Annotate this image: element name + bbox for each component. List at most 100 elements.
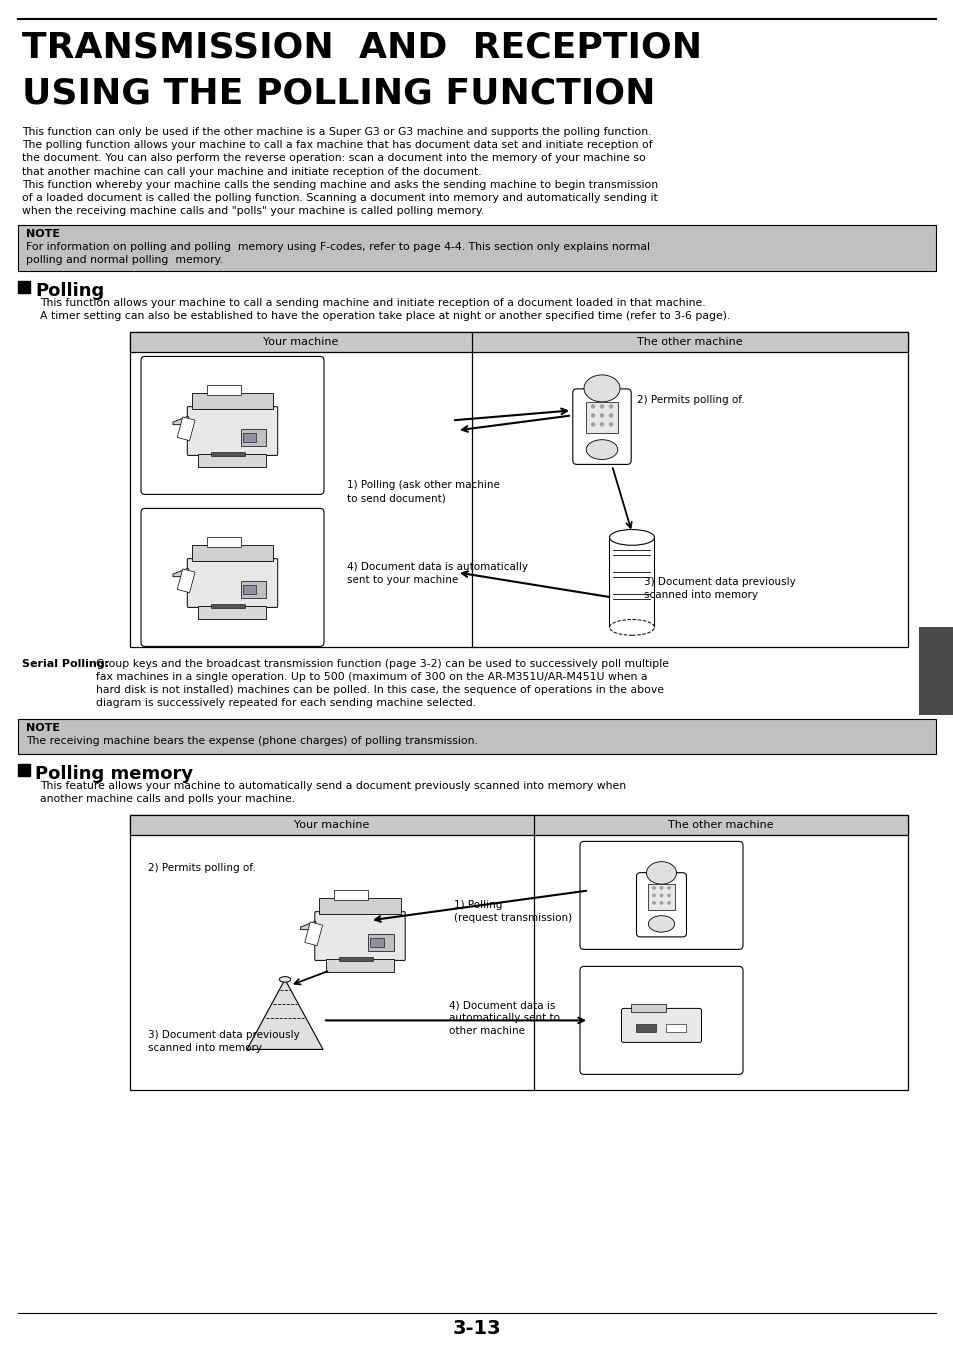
Text: sent to your machine: sent to your machine <box>347 576 457 585</box>
Text: The other machine: The other machine <box>667 820 773 831</box>
Text: that another machine can call your machine and initiate reception of the documen: that another machine can call your machi… <box>22 166 481 177</box>
Text: This function whereby your machine calls the sending machine and asks the sendin: This function whereby your machine calls… <box>22 180 658 189</box>
Bar <box>130 816 907 835</box>
Text: the document. You can also perform the reverse operation: scan a document into t: the document. You can also perform the r… <box>22 154 645 163</box>
Bar <box>18 765 30 777</box>
Text: 4) Document data is automatically: 4) Document data is automatically <box>347 562 527 573</box>
Text: Your machine: Your machine <box>294 820 370 831</box>
Bar <box>18 281 30 293</box>
Text: scanned into memory: scanned into memory <box>643 590 758 600</box>
Text: 3: 3 <box>923 654 947 688</box>
Text: For information on polling and polling  memory using F-codes, refer to page 4-4.: For information on polling and polling m… <box>26 242 649 253</box>
Ellipse shape <box>586 439 618 459</box>
Text: to send document): to send document) <box>347 493 445 504</box>
Bar <box>585 401 618 434</box>
Text: 4) Document data is: 4) Document data is <box>449 1000 555 1011</box>
Bar <box>319 898 400 913</box>
Bar <box>18 719 935 754</box>
Bar <box>18 226 935 272</box>
Text: 2) Permits polling of.: 2) Permits polling of. <box>637 396 744 405</box>
Text: diagram is successively repeated for each sending machine selected.: diagram is successively repeated for eac… <box>96 698 476 708</box>
Text: 3) Document data previously: 3) Document data previously <box>148 1031 299 1040</box>
Ellipse shape <box>648 916 674 932</box>
Bar <box>192 546 273 561</box>
Bar <box>130 332 907 647</box>
Circle shape <box>599 404 603 408</box>
Text: of a loaded document is called the polling function. Scanning a document into me: of a loaded document is called the polli… <box>22 193 657 203</box>
Text: other machine: other machine <box>449 1027 524 1036</box>
Text: Polling memory: Polling memory <box>35 766 193 784</box>
Text: 1) Polling: 1) Polling <box>454 900 502 911</box>
Text: This feature allows your machine to automatically send a document previously sca: This feature allows your machine to auto… <box>40 781 625 792</box>
Circle shape <box>659 893 662 897</box>
Text: another machine calls and polls your machine.: another machine calls and polls your mac… <box>40 794 294 804</box>
Text: Serial Polling:: Serial Polling: <box>22 659 109 669</box>
Text: This function can only be used if the other machine is a Super G3 or G3 machine : This function can only be used if the ot… <box>22 127 651 136</box>
Ellipse shape <box>646 862 676 884</box>
Circle shape <box>599 413 603 417</box>
Bar <box>177 569 194 593</box>
Ellipse shape <box>279 977 291 982</box>
Text: The polling function allows your machine to call a fax machine that has document: The polling function allows your machine… <box>22 141 652 150</box>
Bar <box>177 417 194 440</box>
Bar <box>207 536 241 547</box>
Text: A timer setting can also be established to have the operation take place at nigh: A timer setting can also be established … <box>40 311 730 322</box>
FancyBboxPatch shape <box>141 508 324 646</box>
Polygon shape <box>247 979 323 1050</box>
Bar <box>370 938 383 947</box>
Text: 1) Polling (ask other machine: 1) Polling (ask other machine <box>347 481 499 490</box>
Text: polling and normal polling  memory.: polling and normal polling memory. <box>26 255 223 265</box>
Bar <box>241 581 266 598</box>
Text: This function allows your machine to call a sending machine and initiate recepti: This function allows your machine to cal… <box>40 299 705 308</box>
Text: TRANSMISSION  AND  RECEPTION: TRANSMISSION AND RECEPTION <box>22 31 701 65</box>
Bar <box>647 884 675 911</box>
Bar <box>198 605 266 619</box>
Circle shape <box>652 886 655 890</box>
FancyBboxPatch shape <box>572 389 631 465</box>
Bar <box>207 385 241 394</box>
Text: 2) Permits polling of.: 2) Permits polling of. <box>148 863 255 873</box>
Bar <box>326 959 394 973</box>
Text: (request transmission): (request transmission) <box>454 913 572 923</box>
FancyBboxPatch shape <box>579 966 742 1074</box>
Polygon shape <box>300 921 315 929</box>
Bar <box>211 451 245 457</box>
Text: scanned into memory: scanned into memory <box>148 1043 262 1054</box>
Ellipse shape <box>609 530 654 546</box>
Ellipse shape <box>583 374 619 401</box>
Circle shape <box>608 404 613 408</box>
Text: 3-13: 3-13 <box>453 1319 500 1337</box>
FancyBboxPatch shape <box>141 357 324 494</box>
Bar <box>241 428 266 446</box>
Text: NOTE: NOTE <box>26 723 60 734</box>
Bar <box>130 332 907 353</box>
Circle shape <box>666 886 670 890</box>
Bar <box>242 434 256 442</box>
Bar <box>130 816 907 1090</box>
Circle shape <box>608 422 613 427</box>
Text: USING THE POLLING FUNCTION: USING THE POLLING FUNCTION <box>22 77 655 111</box>
Bar <box>192 393 273 408</box>
Text: The receiving machine bears the expense (phone charges) of polling transmission.: The receiving machine bears the expense … <box>26 736 477 746</box>
FancyBboxPatch shape <box>620 1008 700 1043</box>
FancyBboxPatch shape <box>579 842 742 950</box>
Bar <box>666 1024 686 1032</box>
Text: The other machine: The other machine <box>637 338 742 347</box>
Circle shape <box>590 404 595 408</box>
Circle shape <box>659 886 662 890</box>
FancyBboxPatch shape <box>636 873 686 936</box>
FancyBboxPatch shape <box>187 559 277 608</box>
Text: NOTE: NOTE <box>26 230 60 239</box>
Text: fax machines in a single operation. Up to 500 (maximum of 300 on the AR-M351U/AR: fax machines in a single operation. Up t… <box>96 673 647 682</box>
Text: Group keys and the broadcast transmission function (page 3-2) can be used to suc: Group keys and the broadcast transmissio… <box>96 659 668 669</box>
Bar <box>918 627 953 715</box>
Text: when the receiving machine calls and "polls" your machine is called polling memo: when the receiving machine calls and "po… <box>22 207 484 216</box>
Bar <box>198 454 266 467</box>
Text: hard disk is not installed) machines can be polled. In this case, the sequence o: hard disk is not installed) machines can… <box>96 685 663 696</box>
FancyBboxPatch shape <box>187 407 277 455</box>
Polygon shape <box>172 416 188 424</box>
Circle shape <box>599 422 603 427</box>
Circle shape <box>652 893 655 897</box>
Text: Your machine: Your machine <box>263 338 338 347</box>
Bar <box>335 890 368 900</box>
